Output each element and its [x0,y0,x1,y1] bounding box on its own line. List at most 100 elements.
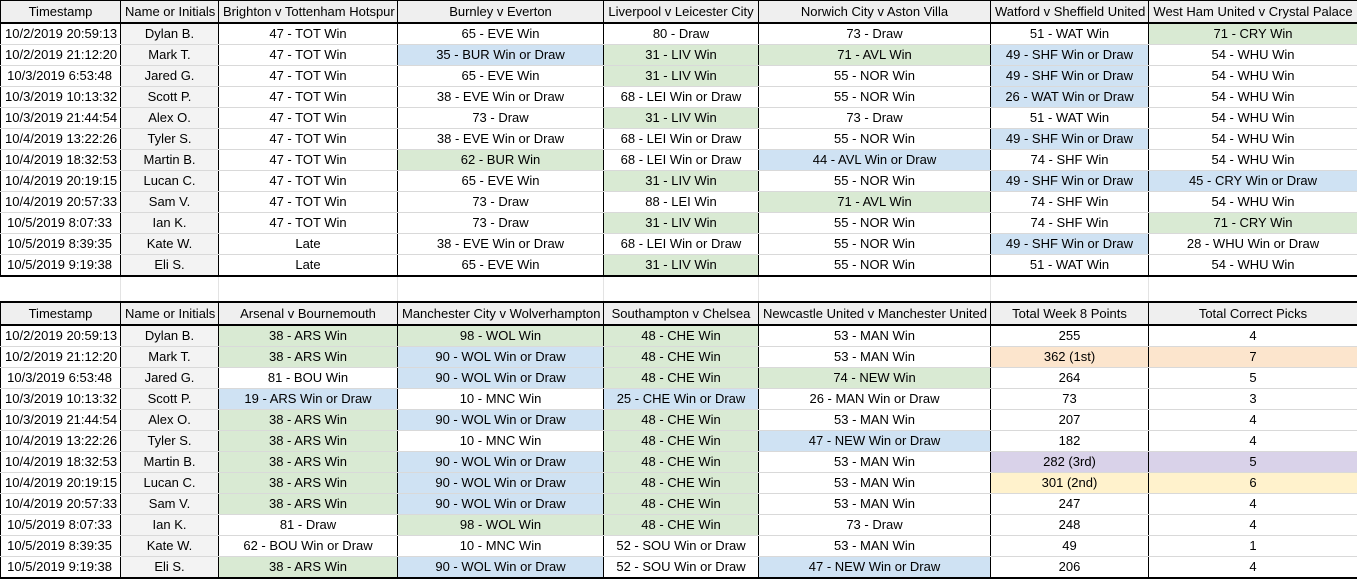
match-pick-cell[interactable]: 54 - WHU Win [1149,129,1357,150]
match-pick-cell[interactable]: 47 - TOT Win [219,213,398,234]
match-pick-cell[interactable]: 65 - EVE Win [398,66,604,87]
total-points-cell[interactable]: 264 [991,368,1149,389]
total-points-cell[interactable]: 248 [991,515,1149,536]
match-pick-cell[interactable]: 88 - LEI Win [604,192,759,213]
match-pick-cell[interactable]: 48 - CHE Win [604,325,759,347]
match-pick-cell[interactable]: 47 - TOT Win [219,129,398,150]
match-pick-cell[interactable]: 74 - NEW Win [759,368,991,389]
correct-picks-cell[interactable]: 4 [1149,515,1357,536]
match-pick-cell[interactable]: 49 - SHF Win or Draw [991,234,1149,255]
match-pick-cell[interactable]: 81 - Draw [219,515,398,536]
timestamp-cell[interactable]: 10/2/2019 21:12:20 [1,45,121,66]
match-pick-cell[interactable]: 53 - MAN Win [759,325,991,347]
timestamp-cell[interactable]: 10/3/2019 10:13:32 [1,389,121,410]
match-pick-cell[interactable]: 47 - TOT Win [219,45,398,66]
match-pick-cell[interactable]: 53 - MAN Win [759,410,991,431]
correct-picks-cell[interactable]: 4 [1149,494,1357,515]
match-pick-cell[interactable]: 38 - EVE Win or Draw [398,87,604,108]
name-cell[interactable]: Eli S. [121,557,219,579]
timestamp-cell[interactable]: 10/5/2019 9:19:38 [1,557,121,579]
match-pick-cell[interactable]: 68 - LEI Win or Draw [604,150,759,171]
match-pick-cell[interactable]: 98 - WOL Win [398,515,604,536]
timestamp-cell[interactable]: 10/3/2019 6:53:48 [1,368,121,389]
name-cell[interactable]: Jared G. [121,66,219,87]
match-pick-cell[interactable]: 74 - SHF Win [991,213,1149,234]
name-cell[interactable]: Scott P. [121,87,219,108]
timestamp-cell[interactable]: 10/3/2019 10:13:32 [1,87,121,108]
match-pick-cell[interactable]: 90 - WOL Win or Draw [398,473,604,494]
timestamp-cell[interactable]: 10/4/2019 20:19:15 [1,473,121,494]
total-points-cell[interactable]: 73 [991,389,1149,410]
match-pick-column-header[interactable]: West Ham United v Crystal Palace [1149,1,1357,24]
match-pick-column-header[interactable]: Liverpool v Leicester City [604,1,759,24]
timestamp-cell[interactable]: 10/4/2019 20:57:33 [1,494,121,515]
total-points-cell[interactable]: 207 [991,410,1149,431]
timestamp-cell[interactable]: 10/5/2019 8:07:33 [1,213,121,234]
match-pick-cell[interactable]: 49 - SHF Win or Draw [991,45,1149,66]
correct-picks-cell[interactable]: 4 [1149,325,1357,347]
name-cell[interactable]: Martin B. [121,452,219,473]
match-pick-cell[interactable]: 38 - ARS Win [219,494,398,515]
match-pick-cell[interactable]: 71 - AVL Win [759,45,991,66]
match-pick-cell[interactable]: 98 - WOL Win [398,325,604,347]
match-pick-cell[interactable]: 54 - WHU Win [1149,87,1357,108]
match-pick-cell[interactable]: 19 - ARS Win or Draw [219,389,398,410]
match-pick-cell[interactable]: 48 - CHE Win [604,494,759,515]
timestamp-cell[interactable]: 10/4/2019 18:32:53 [1,150,121,171]
match-pick-cell[interactable]: 54 - WHU Win [1149,150,1357,171]
match-pick-cell[interactable]: 38 - ARS Win [219,431,398,452]
match-pick-cell[interactable]: 47 - TOT Win [219,108,398,129]
match-pick-cell[interactable]: 62 - BOU Win or Draw [219,536,398,557]
match-pick-cell[interactable]: 90 - WOL Win or Draw [398,368,604,389]
match-pick-column-header[interactable]: Watford v Sheffield United [991,1,1149,24]
match-pick-cell[interactable]: 25 - CHE Win or Draw [604,389,759,410]
match-pick-cell[interactable]: 73 - Draw [759,108,991,129]
match-pick-cell[interactable]: 31 - LIV Win [604,45,759,66]
match-pick-cell[interactable]: 51 - WAT Win [991,255,1149,277]
match-pick-cell[interactable]: 54 - WHU Win [1149,66,1357,87]
timestamp-cell[interactable]: 10/5/2019 8:39:35 [1,234,121,255]
timestamp-cell[interactable]: 10/3/2019 21:44:54 [1,410,121,431]
total-points-cell[interactable]: 247 [991,494,1149,515]
match-pick-cell[interactable]: 47 - NEW Win or Draw [759,557,991,579]
match-pick-cell[interactable]: 48 - CHE Win [604,368,759,389]
match-pick-cell[interactable]: 68 - LEI Win or Draw [604,129,759,150]
match-pick-cell[interactable]: 47 - TOT Win [219,192,398,213]
match-pick-column-header[interactable]: Brighton v Tottenham Hotspur [219,1,398,24]
correct-picks-cell[interactable]: 4 [1149,431,1357,452]
match-pick-cell[interactable]: 90 - WOL Win or Draw [398,410,604,431]
timestamp-cell[interactable]: 10/3/2019 6:53:48 [1,66,121,87]
match-pick-cell[interactable]: Late [219,234,398,255]
match-pick-cell[interactable]: 55 - NOR Win [759,129,991,150]
correct-picks-cell[interactable]: 1 [1149,536,1357,557]
name-cell[interactable]: Mark T. [121,347,219,368]
timestamp-column-header[interactable]: Timestamp [1,302,121,325]
match-pick-cell[interactable]: 48 - CHE Win [604,452,759,473]
total-points-cell[interactable]: 255 [991,325,1149,347]
match-pick-column-header[interactable]: Burnley v Everton [398,1,604,24]
match-pick-cell[interactable]: 52 - SOU Win or Draw [604,557,759,579]
match-pick-cell[interactable]: 48 - CHE Win [604,515,759,536]
timestamp-cell[interactable]: 10/4/2019 13:22:26 [1,129,121,150]
name-cell[interactable]: Alex O. [121,108,219,129]
match-pick-cell[interactable]: 47 - TOT Win [219,150,398,171]
total-points-cell[interactable]: 301 (2nd) [991,473,1149,494]
match-pick-cell[interactable]: 38 - ARS Win [219,557,398,579]
match-pick-cell[interactable]: 48 - CHE Win [604,410,759,431]
name-column-header[interactable]: Name or Initials [121,1,219,24]
match-pick-cell[interactable]: 47 - TOT Win [219,87,398,108]
name-cell[interactable]: Tyler S. [121,129,219,150]
match-pick-cell[interactable]: 73 - Draw [398,108,604,129]
match-pick-cell[interactable]: 90 - WOL Win or Draw [398,494,604,515]
match-pick-cell[interactable]: 48 - CHE Win [604,347,759,368]
total-points-cell[interactable]: 282 (3rd) [991,452,1149,473]
match-pick-cell[interactable]: 53 - MAN Win [759,494,991,515]
match-pick-cell[interactable]: 38 - ARS Win [219,452,398,473]
match-pick-cell[interactable]: 44 - AVL Win or Draw [759,150,991,171]
correct-picks-cell[interactable]: 4 [1149,410,1357,431]
timestamp-cell[interactable]: 10/4/2019 18:32:53 [1,452,121,473]
timestamp-cell[interactable]: 10/3/2019 21:44:54 [1,108,121,129]
match-pick-cell[interactable]: 68 - LEI Win or Draw [604,234,759,255]
total-points-cell[interactable]: 362 (1st) [991,347,1149,368]
match-pick-cell[interactable]: 73 - Draw [759,23,991,45]
